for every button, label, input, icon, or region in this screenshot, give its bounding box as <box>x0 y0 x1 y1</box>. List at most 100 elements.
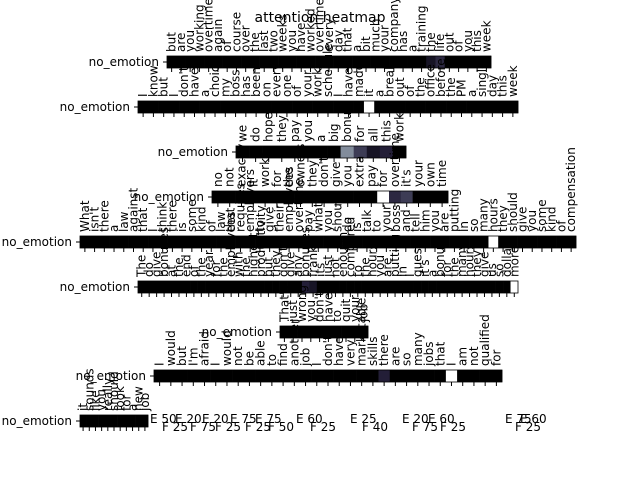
token-label: day <box>331 30 345 52</box>
token-label: you <box>428 210 442 232</box>
token-label: day <box>485 75 499 97</box>
heatmap-cell <box>391 281 400 293</box>
token-label: would <box>220 330 234 366</box>
token-label: bonus <box>340 106 354 142</box>
token-label: over <box>239 25 253 52</box>
heatmap-cell <box>426 56 436 68</box>
token-label: dollars <box>500 237 514 277</box>
row-label: no_emotion <box>202 325 272 339</box>
heatmap-cell <box>98 415 106 427</box>
token-label: for <box>119 394 133 411</box>
token-label: one <box>280 75 294 97</box>
token-label: don't <box>321 335 335 366</box>
token-label: am <box>456 347 470 366</box>
token-label: but <box>175 346 189 366</box>
heatmap-cell <box>488 236 499 248</box>
token-label: my <box>218 78 232 97</box>
heatmap-cell <box>444 56 455 68</box>
token-label: any <box>291 255 305 277</box>
row-label: no_emotion <box>2 414 72 428</box>
row-label: no_emotion <box>134 190 204 204</box>
heatmap-cell <box>275 146 289 158</box>
token-label: there <box>377 334 391 366</box>
token-label: don't <box>276 246 290 277</box>
heatmap-cell <box>469 236 480 248</box>
token-label: The <box>135 255 149 278</box>
token-label: bonuses <box>157 227 171 277</box>
heatmap-cell <box>249 281 258 293</box>
token-label: and <box>399 209 413 232</box>
token-label: its <box>314 263 328 277</box>
token-label: law <box>117 211 131 232</box>
token-label: on <box>259 82 273 97</box>
token-label: out <box>393 77 407 97</box>
heatmap-cell <box>160 281 169 293</box>
heatmap-cell <box>498 236 509 248</box>
heatmap-cell <box>199 101 211 113</box>
heatmap-cell <box>284 236 295 248</box>
token-label: the <box>194 257 208 277</box>
token-label: a <box>126 404 140 411</box>
token-label: that <box>224 207 238 232</box>
token-label: they <box>269 250 283 277</box>
token-label: bonuses <box>299 227 313 277</box>
heatmap-row: no_emotion That'sjustwrongyoudon'thavetoq… <box>202 285 371 342</box>
token-label: you <box>373 255 387 277</box>
heatmap-cell <box>242 281 251 293</box>
heatmap-cell <box>297 326 307 338</box>
heatmap-cell <box>468 370 480 382</box>
token-label: for <box>489 349 503 366</box>
token-label: two <box>266 30 280 52</box>
token-label: works <box>258 152 272 187</box>
token-label: have <box>342 68 356 97</box>
heatmap-cell <box>527 236 538 248</box>
token-label: your <box>378 25 392 52</box>
heatmap-cell <box>305 56 316 68</box>
token-label: there <box>97 200 111 232</box>
token-label: employers <box>243 169 257 232</box>
token-label: your <box>300 70 314 97</box>
token-label: what <box>311 202 325 232</box>
token-label: that <box>136 207 150 232</box>
token-label: just <box>286 300 300 323</box>
heatmap-cell <box>479 370 492 382</box>
heatmap-cell <box>288 326 298 338</box>
token-label: much <box>368 19 382 53</box>
token-label: the <box>448 257 462 277</box>
bottom-tick-label: F 40 <box>362 420 388 434</box>
heatmap-cell <box>318 191 331 203</box>
token-label: extra <box>353 156 367 187</box>
token-label: do <box>142 262 156 277</box>
token-label: I <box>153 362 167 366</box>
heatmap-cell <box>302 101 313 113</box>
heatmap-cell <box>366 146 381 158</box>
token-label: weeks <box>276 14 290 52</box>
token-label: should <box>331 192 345 232</box>
heatmap-cell <box>138 281 146 293</box>
token-label: you <box>304 300 318 322</box>
heatmap-cell <box>473 281 482 293</box>
token-label: have <box>332 337 346 366</box>
heatmap-cell <box>247 191 260 203</box>
token-label: jobs <box>422 341 436 367</box>
heatmap-cell <box>410 236 421 248</box>
heatmap-cell <box>240 101 252 113</box>
token-label: overtime <box>313 0 327 52</box>
token-label: for <box>353 125 367 142</box>
token-label: What <box>78 200 92 232</box>
heatmap-cell <box>481 56 492 68</box>
token-label: many <box>455 243 469 277</box>
heatmap-cell <box>185 56 196 68</box>
heatmap-cell <box>495 281 504 293</box>
token-label: the <box>413 77 427 97</box>
token-label: know <box>146 65 160 97</box>
heatmap-cell <box>123 415 130 427</box>
heatmap-cell <box>138 101 149 113</box>
heatmap-cell <box>167 281 176 293</box>
heatmap-cell <box>383 281 392 293</box>
heatmap-cell <box>287 56 297 68</box>
token-label: out <box>442 32 456 52</box>
heatmap-cell <box>480 281 489 293</box>
heatmap-cell <box>176 370 188 382</box>
token-label: hours <box>486 198 500 232</box>
